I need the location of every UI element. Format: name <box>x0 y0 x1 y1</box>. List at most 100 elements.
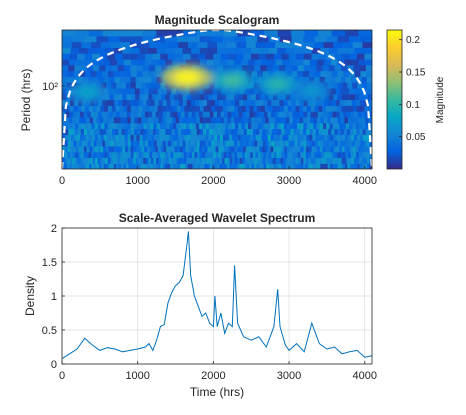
scalogram-cell <box>150 122 154 130</box>
scalogram-cell <box>172 122 177 130</box>
scalogram-cell <box>241 105 247 112</box>
scalogram-cell <box>81 122 86 130</box>
scalogram-cell <box>288 157 292 164</box>
scalogram-cell <box>73 105 78 112</box>
scalogram-cell <box>91 134 96 141</box>
scalogram-cell <box>87 47 98 54</box>
scalogram-cell <box>130 140 135 147</box>
scalogram-cell <box>168 116 173 124</box>
scalogram-cell <box>123 111 128 118</box>
scalogram-cell <box>115 134 120 141</box>
scalogram-cell <box>354 157 358 164</box>
scalogram-cell <box>364 105 369 112</box>
scalogram-cell <box>186 122 190 130</box>
scalogram-cell <box>271 128 276 135</box>
scalogram-cell <box>234 145 239 153</box>
scalogram-cell <box>202 99 208 106</box>
scalogram-cell <box>366 140 370 147</box>
scalogram-cell <box>102 157 106 164</box>
scalogram-cell <box>254 145 258 153</box>
scalogram-cell <box>267 111 272 118</box>
scalogram-cell <box>181 157 185 164</box>
scalogram-cell <box>246 41 257 48</box>
scalogram-cell <box>127 105 132 112</box>
scalogram-cell <box>234 151 238 159</box>
scalogram-cell <box>160 134 164 141</box>
scalogram-cell <box>235 64 243 72</box>
scalogram-cell <box>250 30 265 37</box>
scalogram-cell <box>78 99 83 106</box>
scalogram-cell <box>241 122 246 130</box>
scalogram-cell <box>148 157 152 164</box>
scalogram-cell <box>364 157 368 164</box>
scalogram-cell <box>208 140 212 147</box>
scalogram-cell <box>191 111 196 118</box>
scalogram-cell <box>345 134 349 141</box>
scalogram-cell <box>196 157 200 164</box>
scalogram-cell <box>354 116 359 124</box>
scalogram-cell <box>285 93 291 101</box>
scalogram-cell <box>315 163 319 169</box>
scalogram-cell <box>287 99 293 106</box>
scalogram-cell <box>359 93 364 101</box>
scalogram-cell <box>128 151 132 159</box>
scalogram-cell <box>316 151 320 159</box>
scalogram-cell <box>253 105 258 112</box>
scalogram-cell <box>319 53 328 60</box>
scalogram-cell <box>104 105 109 112</box>
scalogram-cell <box>110 140 115 147</box>
scalogram-cell <box>308 76 315 83</box>
scalogram-cell <box>367 99 372 106</box>
scalogram-cell <box>127 122 132 130</box>
scalogram-cell <box>81 105 86 112</box>
scalogram-cell <box>187 41 199 48</box>
scalogram-cell <box>96 47 106 54</box>
scalogram-cell <box>357 134 361 141</box>
scalogram-cell <box>182 145 187 153</box>
scalogram-cell <box>100 41 112 48</box>
scalogram-cell <box>227 58 235 66</box>
scalogram-cell <box>297 64 305 72</box>
scalogram-cell <box>107 105 113 112</box>
scalogram-cell <box>332 163 336 169</box>
scalogram-cell <box>211 157 216 164</box>
scalogram-cell <box>76 140 80 147</box>
scalogram-cell <box>293 163 297 169</box>
scalogram-cell <box>346 128 351 135</box>
scalogram-hotspot <box>221 74 243 86</box>
scalogram-cell <box>307 111 312 118</box>
scalogram-cell <box>148 111 153 118</box>
scalogram-cell <box>169 134 173 141</box>
scalogram-cell <box>142 35 155 43</box>
scalogram-cell <box>103 116 108 124</box>
scalogram-cell <box>93 128 98 135</box>
scalogram-cell <box>186 151 190 159</box>
scalogram-cell <box>130 122 135 130</box>
scalogram-cell <box>306 116 311 124</box>
scalogram-cell <box>328 93 334 101</box>
scalogram-cell <box>67 151 71 159</box>
scalogram-cell <box>360 140 364 147</box>
scalogram-cell <box>136 134 141 141</box>
scalogram-cell <box>68 64 75 72</box>
scalogram-cell <box>253 87 259 95</box>
scalogram-cell <box>365 122 370 130</box>
scalogram-cell <box>176 105 182 112</box>
scalogram-cell <box>243 128 248 135</box>
scalogram-cell <box>252 151 257 159</box>
scalogram-cell <box>120 116 125 124</box>
scalogram-cell <box>276 134 281 141</box>
scalogram-cell <box>251 76 258 83</box>
scalogram-cell <box>363 47 372 54</box>
scalogram-cell <box>113 70 121 77</box>
scalogram-cell <box>237 30 252 37</box>
scalogram-cell <box>259 128 264 135</box>
scalogram-cell <box>248 82 255 89</box>
scalogram-cell <box>115 128 119 135</box>
scalogram-cell <box>163 122 168 130</box>
scalogram-cell <box>338 157 343 164</box>
scalogram-cell <box>120 157 124 164</box>
scalogram-cell <box>229 157 233 164</box>
scalogram-cell <box>225 140 230 147</box>
scalogram-cell <box>118 128 123 135</box>
